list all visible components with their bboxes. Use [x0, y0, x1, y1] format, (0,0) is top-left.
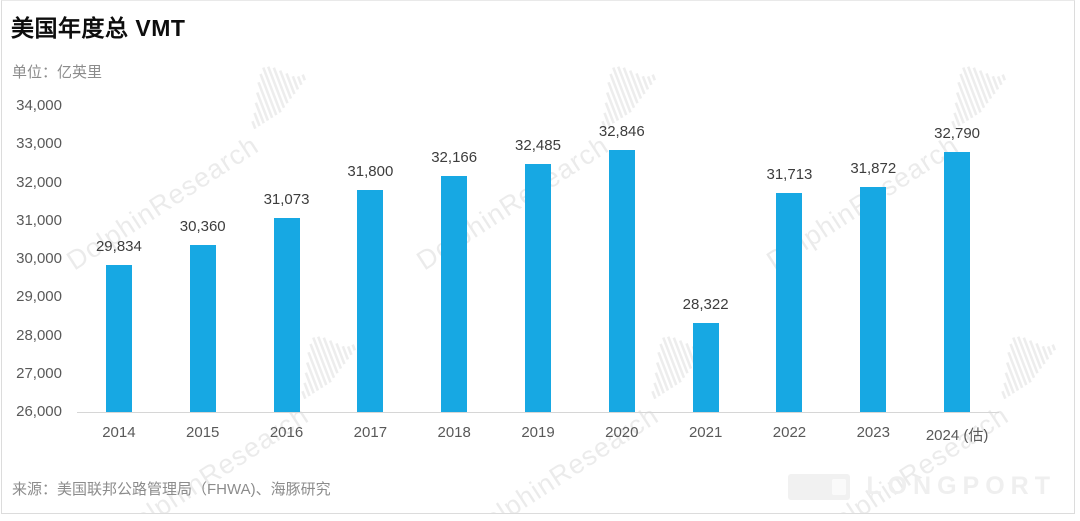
y-tick-label: 29,000: [16, 288, 62, 306]
y-tick-label: 33,000: [16, 135, 62, 153]
longport-logo: LONGPORT: [788, 472, 1056, 501]
value-label: 29,834: [95, 238, 142, 256]
value-label: 32,790: [934, 125, 981, 143]
value-label: 31,872: [850, 160, 897, 178]
plot-area: 29,834 30,360 31,073 31,800 32,166 32,485 32,8…: [77, 106, 999, 413]
bar-2018: [441, 176, 468, 412]
x-tick-label: 2022: [772, 424, 807, 441]
y-tick-label: 31,000: [16, 211, 62, 229]
bar-2014: [105, 265, 132, 412]
y-tick-label: 30,000: [16, 250, 62, 267]
longport-logo-text: LONGPORT: [866, 472, 1056, 500]
value-label: 30,360: [179, 218, 226, 236]
y-tick-label: 28,000: [16, 326, 62, 344]
y-tick-label: 34,000: [16, 97, 62, 114]
value-label: 31,073: [263, 190, 310, 208]
x-tick-label: 2020: [605, 424, 639, 441]
value-label: 28,322: [682, 296, 729, 314]
y-tick-label: 27,000: [16, 364, 62, 382]
x-tick-label: 2015: [186, 424, 220, 441]
x-tick-label: 2024 (估): [925, 427, 989, 444]
x-tick-label: 2018: [437, 424, 471, 441]
x-tick-label: 2016: [269, 424, 304, 441]
bar-2017: [357, 190, 384, 412]
x-tick-label: 2017: [353, 424, 388, 441]
bar-2016: [273, 217, 300, 412]
value-label: 32,485: [515, 136, 561, 154]
value-label: 32,166: [431, 149, 478, 167]
longport-logo-icon: [788, 473, 851, 500]
value-label: 32,846: [598, 123, 645, 141]
bar-2021: [692, 323, 719, 412]
bar-2022: [776, 193, 803, 412]
bar-2023: [860, 187, 887, 412]
bar-2019: [525, 163, 551, 412]
y-tick-label: 26,000: [16, 403, 62, 420]
bar-2024 (估): [944, 152, 971, 412]
unit-label: 单位：亿英里: [12, 64, 103, 81]
x-tick-label: 2019: [521, 424, 555, 441]
x-tick-label: 2014: [102, 424, 136, 441]
watermark-text: DolphinResearch: [461, 399, 664, 514]
bar-2020: [608, 150, 635, 412]
y-tick-label: 32,000: [16, 173, 62, 191]
source-note: 来源：美国联邦公路管理局（FHWA)、海豚研究: [12, 481, 331, 498]
x-tick-label: 2023: [856, 424, 890, 441]
bar-2015: [189, 245, 216, 412]
chart-title: 美国年度总 VMT: [11, 15, 186, 41]
x-tick-label: 2021: [688, 424, 723, 441]
value-label: 31,800: [347, 163, 394, 181]
value-label: 31,713: [766, 166, 813, 184]
